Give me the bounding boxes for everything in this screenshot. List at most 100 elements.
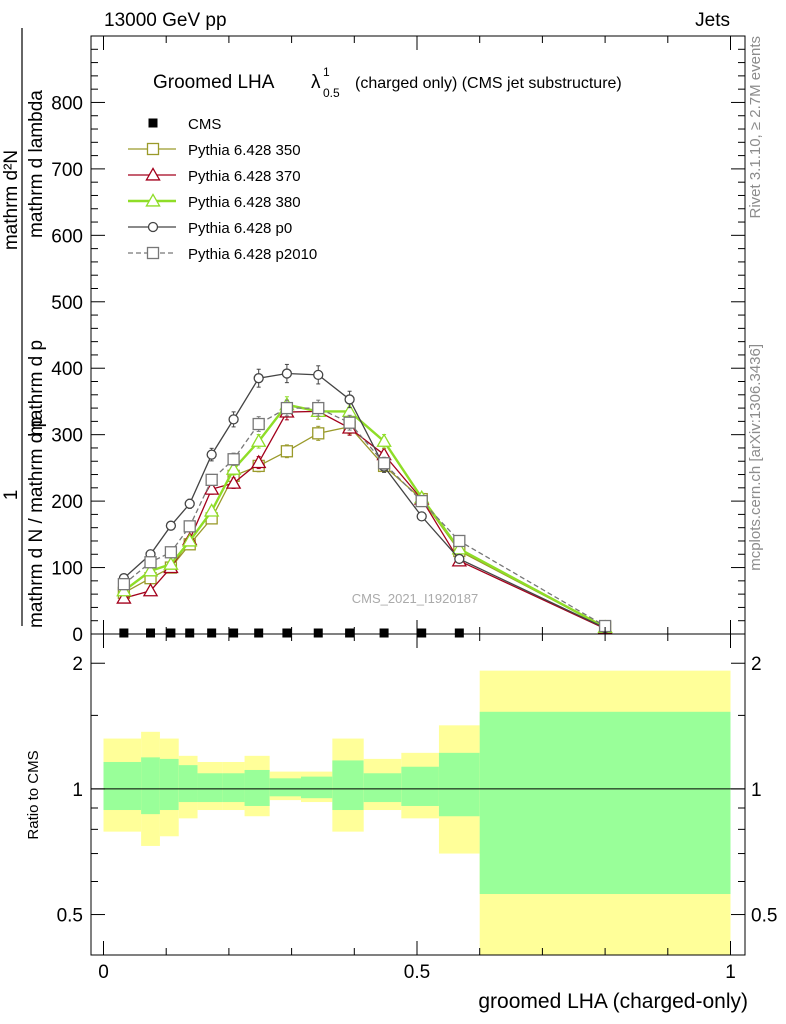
ylabel-numerator: mathrm d²N bbox=[1, 150, 22, 250]
legend-label: Pythia 6.428 350 bbox=[188, 142, 301, 159]
data-point bbox=[225, 461, 242, 475]
legend-label: CMS bbox=[188, 116, 221, 133]
uncertainty-band-inner bbox=[178, 765, 198, 803]
data-point bbox=[415, 494, 428, 508]
data-point bbox=[453, 534, 466, 548]
legend-label: Pythia 6.428 370 bbox=[188, 168, 301, 185]
data-point bbox=[344, 394, 355, 405]
title-sub: 0.5 bbox=[323, 86, 340, 100]
ratio-y-tick-label-right: 1 bbox=[751, 780, 762, 801]
cms-point bbox=[379, 628, 389, 638]
y-tick-label: 600 bbox=[51, 226, 83, 247]
uncertainty-band-inner bbox=[159, 758, 179, 811]
data-point bbox=[163, 556, 179, 570]
uncertainty-band-inner bbox=[222, 773, 245, 803]
cms-point bbox=[282, 628, 292, 638]
data-point bbox=[184, 498, 195, 509]
data-point bbox=[228, 414, 239, 425]
data-point bbox=[205, 473, 218, 486]
legend-label: Pythia 6.428 p0 bbox=[188, 220, 292, 237]
cms-point bbox=[229, 628, 239, 638]
data-point bbox=[181, 533, 198, 547]
y-tick-label: 400 bbox=[51, 359, 83, 380]
data-point bbox=[280, 401, 294, 415]
plot-title: Groomed LHA λ 1 0.5 (charged only) (CMS … bbox=[153, 65, 622, 100]
legend-label: Pythia 6.428 380 bbox=[188, 194, 301, 211]
y-tick-label: 300 bbox=[51, 426, 83, 447]
ylabel-line2: mathrm d p bbox=[26, 340, 47, 436]
title-sup: 1 bbox=[323, 65, 330, 79]
legend-marker bbox=[147, 221, 159, 233]
x-tick-label: 0.5 bbox=[404, 962, 430, 983]
cms-point bbox=[119, 628, 129, 638]
uncertainty-band-inner bbox=[363, 773, 402, 803]
ratio-y-tick-label-right: 0.5 bbox=[751, 906, 777, 927]
ratio-y-tick-label-right: 2 bbox=[751, 654, 762, 675]
uncertainty-band-inner bbox=[438, 752, 480, 817]
ylabel-line3: mathrm d lambda bbox=[26, 90, 47, 238]
cms-point bbox=[417, 628, 427, 638]
cms-point bbox=[146, 628, 156, 638]
uncertainty-band-inner bbox=[141, 757, 160, 815]
cms-point bbox=[166, 628, 176, 638]
uncertainty-band-inner bbox=[244, 769, 270, 806]
ratio-frame bbox=[90, 633, 746, 956]
data-point bbox=[312, 401, 325, 415]
data-point bbox=[250, 454, 267, 469]
rivet-label: Rivet 3.1.10, ≥ 2.7M events bbox=[747, 36, 764, 219]
uncertainty-band-inner bbox=[401, 766, 439, 806]
cms-point bbox=[454, 628, 464, 638]
uncertainty-band-inner bbox=[301, 776, 333, 799]
data-point bbox=[165, 520, 177, 531]
uncertainty-band-inner bbox=[197, 773, 223, 803]
data-point bbox=[144, 556, 157, 569]
series-line bbox=[123, 403, 606, 629]
title-rest: (charged only) (CMS jet substructure) bbox=[355, 75, 622, 92]
x-tick-label: 1 bbox=[725, 962, 736, 983]
ratio-panel: 0.5 0.5 1 1 2 2 0 0.5 1 Ratio to CMS bbox=[25, 633, 777, 983]
series-line bbox=[123, 407, 606, 627]
legend-marker bbox=[146, 246, 160, 260]
data-point bbox=[225, 475, 242, 489]
legend-marker bbox=[145, 193, 161, 207]
legend-marker bbox=[146, 142, 160, 156]
y-tick-label: 700 bbox=[51, 160, 83, 181]
y-tick-label: 200 bbox=[51, 492, 83, 513]
ylabel-line1: mathrm d N / mathrm d p bbox=[26, 417, 47, 628]
cms-point bbox=[254, 628, 264, 638]
data-point bbox=[280, 445, 294, 458]
title-main: Groomed LHA bbox=[153, 72, 275, 93]
data-point bbox=[206, 449, 217, 460]
legend-marker bbox=[148, 118, 158, 128]
data-point bbox=[376, 433, 392, 447]
data-point bbox=[343, 416, 356, 429]
data-point bbox=[117, 578, 131, 591]
y-tick-label: 800 bbox=[51, 93, 83, 114]
data-point bbox=[281, 368, 293, 379]
header-right: Jets bbox=[695, 10, 730, 31]
header-left: 13000 GeV pp bbox=[104, 10, 227, 31]
legend-entry-p2010: Pythia 6.428 p2010 bbox=[128, 246, 317, 263]
data-point bbox=[116, 590, 132, 604]
legend-entry-p0: Pythia 6.428 p0 bbox=[128, 220, 292, 237]
series-cms bbox=[119, 628, 464, 638]
data-point bbox=[416, 511, 427, 522]
uncertainty-band-inner bbox=[269, 778, 302, 797]
y-axis-label: 1 mathrm d²N mathrm d N / mathrm d p mat… bbox=[1, 28, 47, 628]
data-point bbox=[142, 562, 159, 577]
mcplots-label: mcplots.cern.ch [arXiv:1306.3436] bbox=[747, 344, 764, 571]
title-lambda: λ bbox=[311, 72, 321, 93]
data-point bbox=[454, 553, 465, 565]
data-point bbox=[142, 582, 159, 597]
series-p2010 bbox=[117, 399, 612, 633]
x-tick-label: 0 bbox=[98, 962, 109, 983]
cms-point bbox=[207, 628, 217, 638]
uncertainty-band-inner bbox=[332, 760, 364, 811]
uncertainty-band-inner bbox=[103, 761, 142, 811]
data-point bbox=[250, 433, 267, 447]
legend-entry-p370: Pythia 6.428 370 bbox=[128, 167, 301, 185]
data-point bbox=[253, 373, 264, 384]
data-point bbox=[313, 369, 324, 381]
cms-point bbox=[345, 628, 355, 638]
legend-label: Pythia 6.428 p2010 bbox=[188, 246, 317, 263]
